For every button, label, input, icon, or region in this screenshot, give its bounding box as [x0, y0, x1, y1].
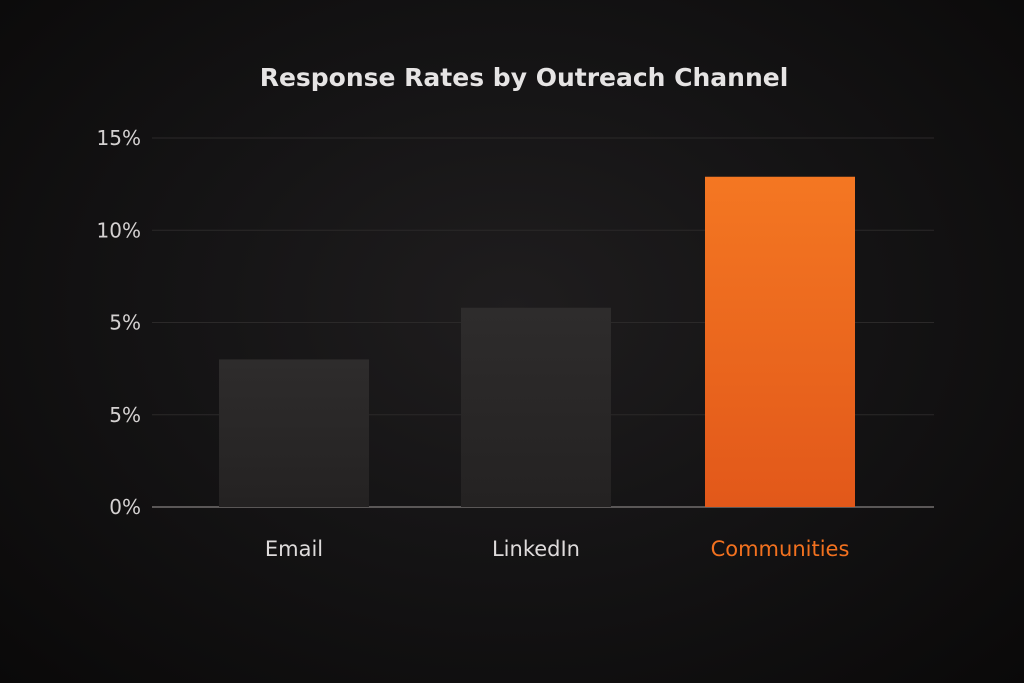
y-tick-label: 15%: [97, 126, 141, 150]
x-label-email: Email: [265, 537, 323, 561]
y-tick-label: 5%: [109, 311, 141, 335]
y-tick-label: 10%: [97, 218, 141, 242]
y-axis-ticks: 0% 5% 5% 10% 15%: [97, 126, 141, 519]
x-label-communities: Communities: [711, 537, 850, 561]
y-tick-label: 5%: [109, 403, 141, 427]
bars: [219, 176, 855, 507]
bar-email: [219, 359, 369, 507]
bar-linkedin: [461, 307, 611, 507]
y-tick-label: 0%: [109, 495, 141, 519]
x-axis-labels: Email LinkedIn Communities: [265, 537, 850, 561]
x-label-linkedin: LinkedIn: [492, 537, 580, 561]
chart-title: Response Rates by Outreach Channel: [260, 63, 789, 92]
bar-communities: [705, 176, 855, 507]
